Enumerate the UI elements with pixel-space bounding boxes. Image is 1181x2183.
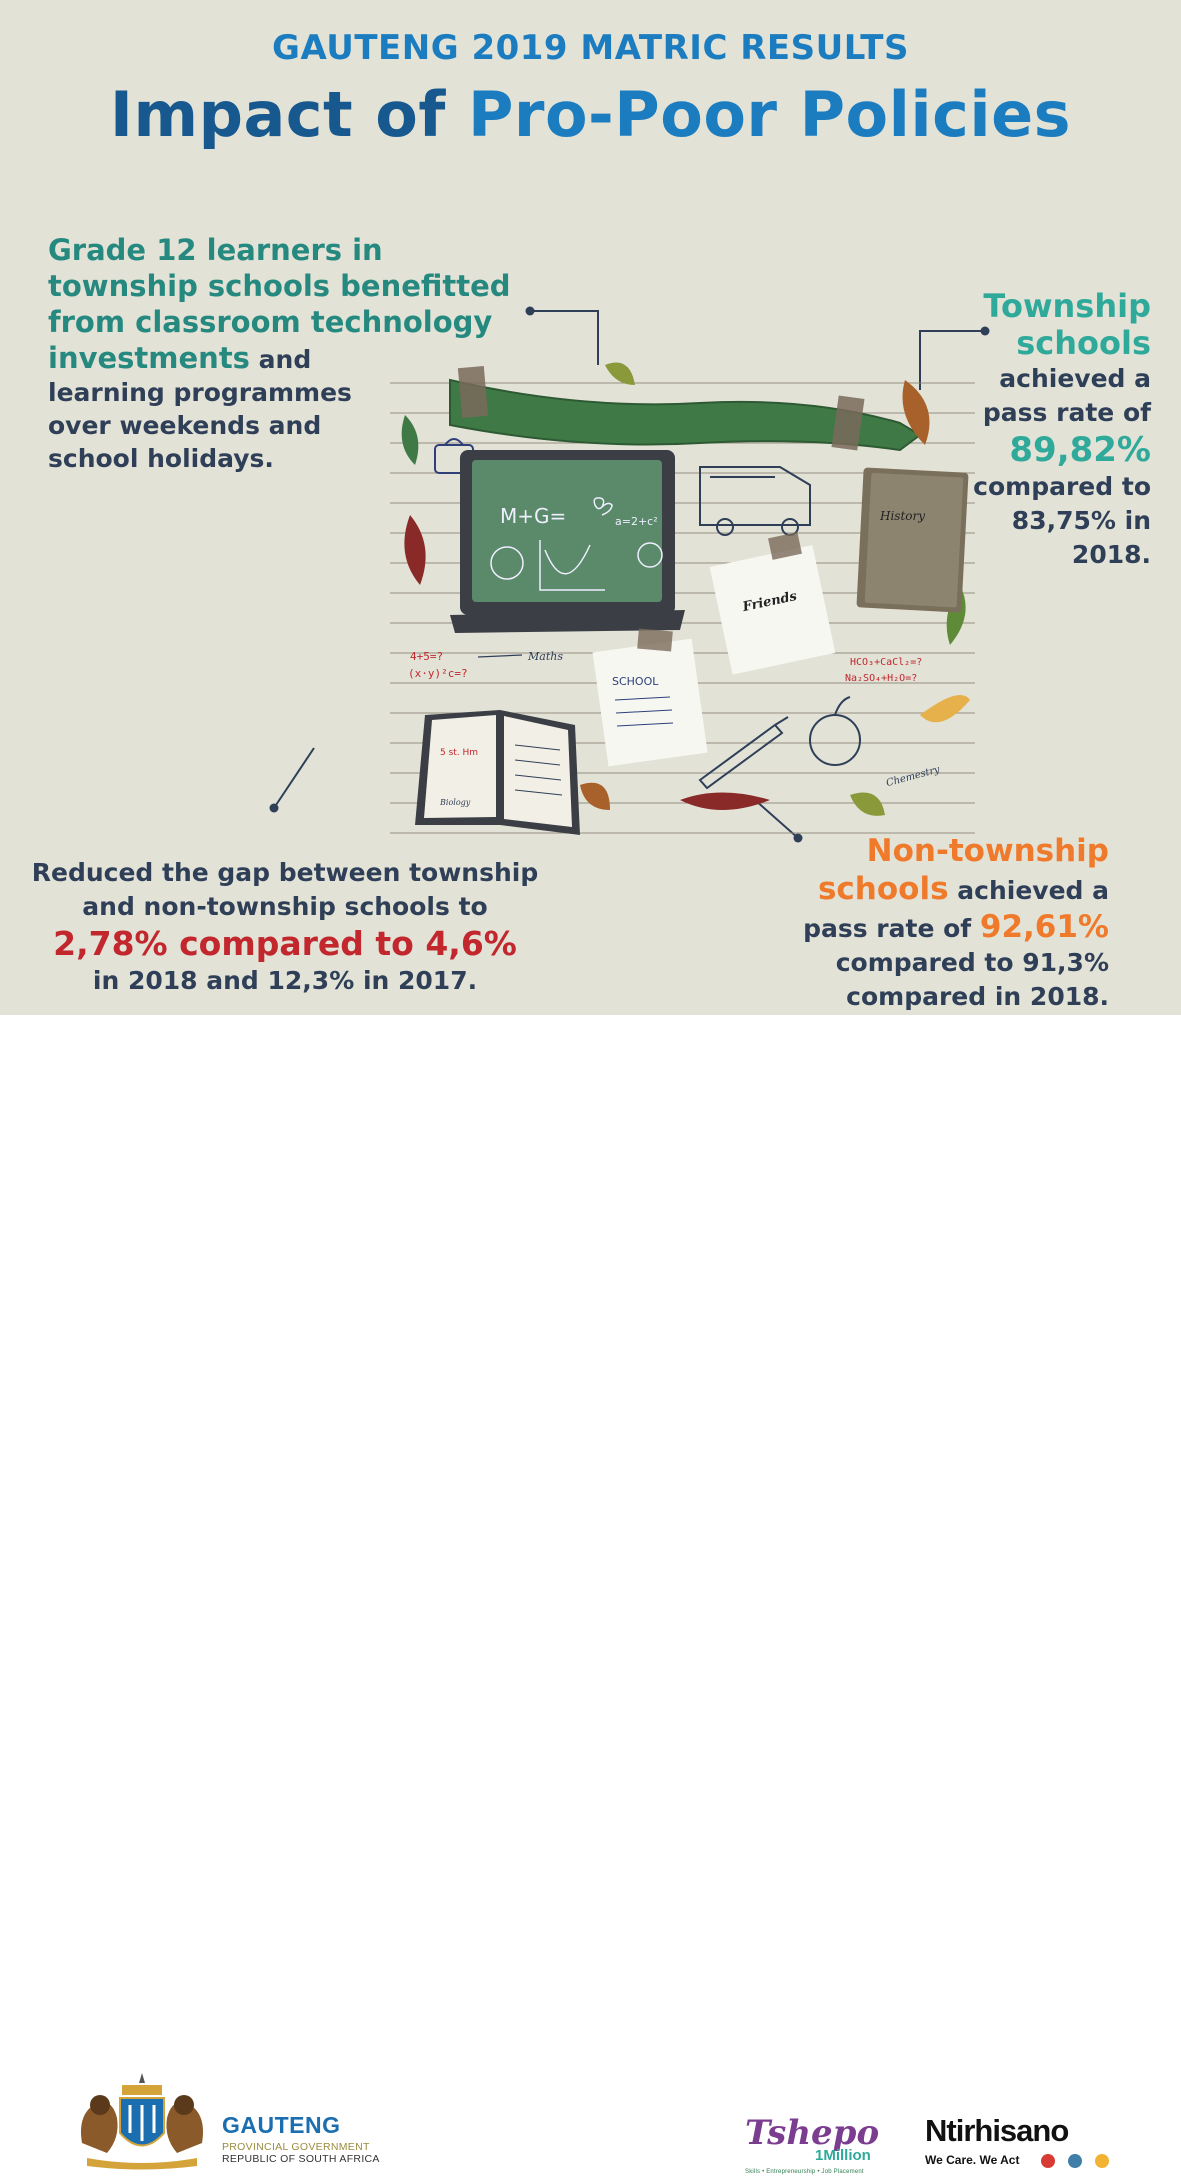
left-tail-line-4: and: [249, 345, 312, 374]
township-line-8: 2018.: [1071, 540, 1151, 569]
chemistry-doodle: HCO₃+CaCl₂=? Na₂SO₄+H₂O=? Chemestry: [809, 657, 941, 789]
ntirhisano-logo: Ntirhisano We Care. We Act: [925, 2113, 1117, 2169]
bus-doodle: [699, 466, 811, 536]
school-label: SCHOOL: [612, 675, 659, 688]
gauteng-subtitle-1: PROVINCIAL GOVERNMENT: [222, 2141, 370, 2153]
page-title: Impact of Pro-Poor Policies: [0, 78, 1181, 151]
serve-icon: [1094, 2153, 1109, 2168]
left-highlight-line-1: Grade 12 learners in: [48, 233, 383, 267]
left-line-6: over weekends and: [48, 411, 322, 440]
non-township-line-4: compared to 91,3%: [835, 948, 1109, 977]
gauteng-subtitle-2: REPUBLIC OF SOUTH AFRICA: [222, 2153, 380, 2165]
tshepo-1million-logo: Tshepo 1Million Skills • Entrepreneurshi…: [745, 2113, 879, 2183]
gap-line-4: in 2018 and 12,3% in 2017.: [92, 966, 478, 995]
chem-equation-2: Na₂SO₄+H₂O=?: [845, 673, 917, 684]
connector-bottom-left: [273, 747, 315, 809]
township-line-7: 83,75% in: [1011, 506, 1151, 535]
friends-note-doodle: Friends: [709, 532, 836, 675]
ntirhisano-tagline: We Care. We Act: [925, 2153, 1020, 2167]
chalkboard-doodle: M+G= a=2+c²: [450, 450, 685, 633]
township-line-4: pass rate of: [982, 398, 1151, 427]
technology-investment-text: Grade 12 learners in township schools be…: [48, 232, 568, 475]
ntirhisano-name: Ntirhisano: [925, 2113, 1069, 2148]
non-township-head-line-1: Non-township: [866, 833, 1109, 869]
footer: GAUTENG PROVINCIAL GOVERNMENT REPUBLIC O…: [0, 1015, 1181, 2175]
chem-equation-1: HCO₃+CaCl₂=?: [850, 657, 922, 668]
left-line-7: school holidays.: [48, 444, 274, 473]
township-head-line-2: schools: [1016, 324, 1151, 362]
resolve-icon: [1067, 2153, 1082, 2168]
crest-lion-right: [166, 2095, 203, 2153]
township-head-line-1: Township: [983, 287, 1151, 325]
crest-lion-left: [81, 2095, 118, 2153]
left-highlight-line-2: township schools benefitted: [48, 269, 511, 303]
svg-text:5 st. Hm: 5 st. Hm: [440, 748, 478, 758]
chalkboard-formula: a=2+c²: [615, 515, 658, 528]
supertitle: GAUTENG 2019 MATRIC RESULTS: [272, 28, 909, 68]
left-line-5: learning programmes: [48, 378, 352, 407]
open-book-doodle: 5 st. Hm Biology: [415, 710, 580, 835]
infographic-poster: GAUTENG 2019 MATRIC RESULTS Impact of Pr…: [0, 0, 1181, 1015]
chalkboard-text: M+G=: [500, 504, 566, 528]
gauteng-coat-of-arms-logo: [81, 2073, 203, 2170]
left-highlight-line-4: investments: [48, 341, 250, 375]
chemistry-label: Chemestry: [885, 764, 941, 789]
school-note-doodle: SCHOOL: [592, 628, 708, 767]
biology-label: Biology: [439, 798, 471, 807]
pencil-doodle: [698, 716, 789, 790]
title-part-1: Impact of: [109, 78, 468, 151]
non-township-head-line-2: schools: [817, 871, 949, 907]
gauteng-name: GAUTENG: [222, 2112, 341, 2138]
tshepo-tagline: Skills • Entrepreneurship • Job Placemen…: [745, 2169, 864, 2175]
left-highlight-line-3: from classroom technology: [48, 305, 493, 339]
history-label: History: [879, 509, 925, 523]
maths-notes-doodle: 4+5=? (x·y)²c=? Maths: [408, 650, 563, 680]
township-line-6: compared to: [973, 472, 1151, 501]
township-line-3: achieved a: [999, 364, 1151, 393]
school-doodle-illustration: M+G= a=2+c² History Friends: [390, 362, 975, 835]
title-part-2: Pro-Poor Policies: [467, 78, 1072, 151]
gap-reduction-text: Reduced the gap between township and non…: [30, 856, 540, 998]
township-pass-rate-value: 89,82%: [1009, 430, 1151, 470]
history-book-doodle: History: [856, 467, 969, 613]
leaf-decorations: [401, 362, 970, 816]
respond-icon: [1040, 2153, 1055, 2168]
non-township-line-3: pass rate of: [803, 914, 980, 943]
maths-sum-1: 4+5=?: [410, 650, 443, 663]
non-township-pass-rate-text: Non-township schools achieved a pass rat…: [749, 832, 1109, 1014]
maths-label: Maths: [527, 650, 563, 663]
green-banner: [449, 365, 922, 452]
gap-line-2: and non-township schools to: [82, 892, 488, 921]
township-pass-rate-text: Township schools achieved a pass rate of…: [891, 288, 1151, 572]
maths-sum-2: (x·y)²c=?: [408, 667, 468, 680]
gap-line-1: Reduced the gap between township: [31, 858, 539, 887]
non-township-tail-line-2: achieved a: [948, 876, 1109, 905]
tshepo-million: 1Million: [815, 2147, 871, 2164]
ntirhisano-icons: [1040, 2150, 1117, 2169]
non-township-line-5: compared in 2018.: [846, 982, 1109, 1011]
gauteng-logo-text: GAUTENG PROVINCIAL GOVERNMENT REPUBLIC O…: [222, 2112, 380, 2165]
non-township-pass-rate-value: 92,61%: [979, 909, 1109, 945]
gap-highlight: 2,78% compared to 4,6%: [53, 924, 517, 963]
